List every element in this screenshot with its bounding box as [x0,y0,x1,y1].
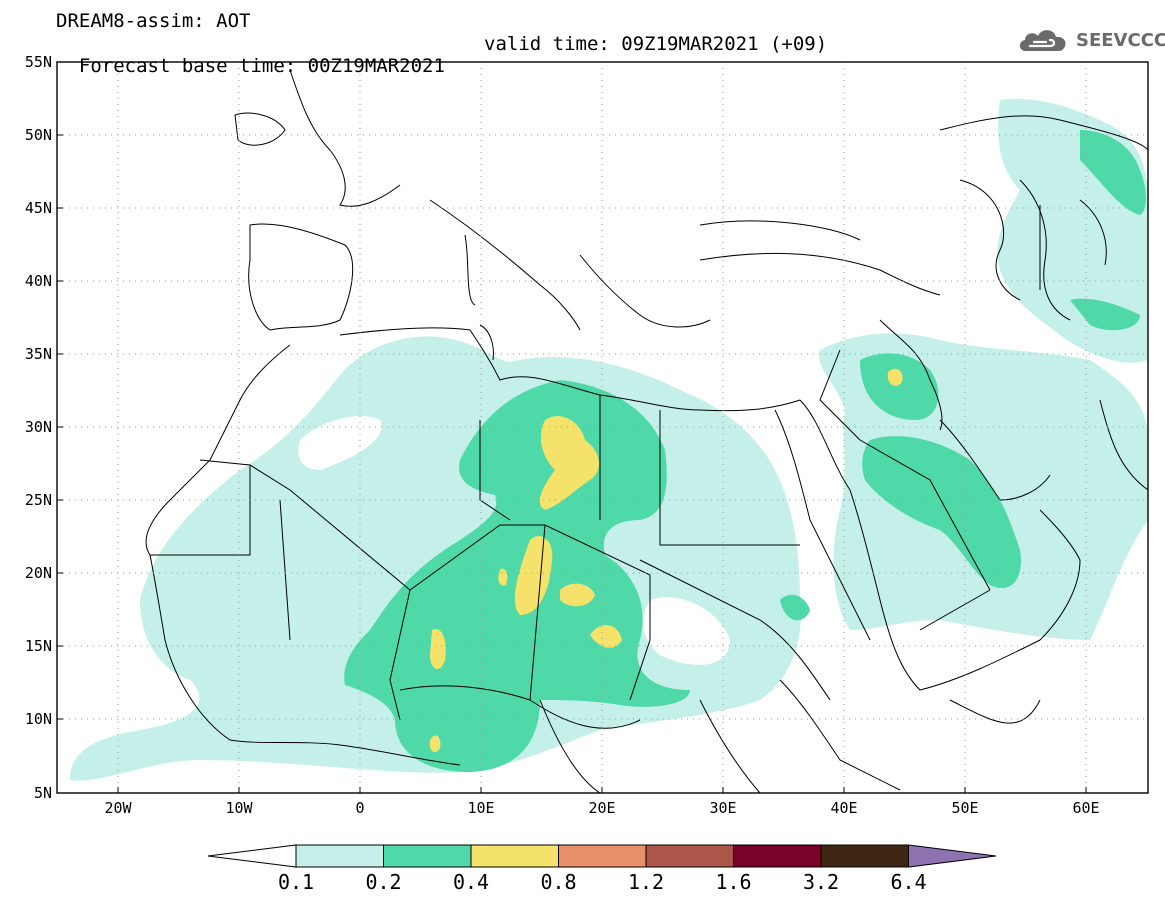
colorbar-low-arrow [207,844,297,868]
aot-level-0-4-region [430,629,446,670]
latitude-labels: 55N 50N 45N 40N 35N 30N 25N 20N 15N 10N … [25,53,52,802]
aot-level-0-4-region [560,583,595,607]
colorbar-label: 1.6 [715,870,752,894]
colorbar-segment [558,844,647,868]
lon-label: 30E [709,799,736,817]
lon-label: 50E [951,799,978,817]
colorbar-segment [645,844,734,868]
aot-level-0-2-region [344,380,690,772]
lat-label: 10N [25,710,52,728]
lat-label: 15N [25,637,52,655]
lat-label: 5N [34,784,52,802]
lon-label: 0 [355,799,364,817]
lon-label: 10W [225,799,253,817]
coastlines [145,69,1148,793]
aot-level-0-4-region [887,368,903,386]
aot-level-0-2-region [780,594,810,621]
forecast-times: Forecast base time: 00Z19MAR2021 valid ti… [56,33,827,77]
colorbar-segment [295,844,384,868]
lat-label: 35N [25,345,52,363]
aot-level-0-4-region [514,536,553,615]
colorbar-label: 0.2 [365,870,402,894]
longitude-labels: 20W 10W 0 10E 20E 30E 40E 50E 60E [104,799,1099,817]
aot-level-0-2-region [1070,298,1140,331]
colorbar-segment [820,844,909,868]
aot-level-0-4-region [498,568,508,586]
aot-level-0-4-region [539,416,600,510]
aot-level-0-2-region [1080,130,1146,215]
base-time: Forecast base time: 00Z19MAR2021 [78,55,445,77]
lon-label: 20W [104,799,132,817]
lon-label: 40E [830,799,857,817]
colorbar-label: 1.2 [627,870,665,894]
colorbar-label: 0.4 [452,870,490,894]
aot-level-0-4-region [590,624,622,648]
colorbar-label: 0.8 [540,870,577,894]
colorbar-label: 0.1 [277,870,315,894]
colorbar-label: 3.2 [802,870,840,894]
colorbar-segment [470,844,559,868]
colorbar-segment [733,844,822,868]
colorbar [207,844,997,868]
lon-label: 10E [467,799,494,817]
valid-time: valid time: 09Z19MAR2021 (+09) [484,33,828,55]
map-title: DREAM8-assim: AOT [56,10,251,32]
lat-label: 25N [25,491,52,509]
cloud-icon [1019,30,1066,51]
lat-label: 30N [25,418,52,436]
logo-text: SEEVCCC [1076,29,1165,51]
lon-label: 60E [1072,799,1099,817]
aot-shading [70,99,1148,781]
lat-label: 55N [25,53,52,71]
lon-label: 20E [588,799,615,817]
lat-label: 50N [25,126,52,144]
axis-ticks [57,61,1087,793]
colorbar-label: 6.4 [890,870,927,894]
aot-level-0-4-region [429,735,441,753]
seevccc-logo: SEEVCCC [1016,22,1165,58]
lat-label: 45N [25,199,52,217]
colorbar-segment [383,844,472,868]
aot-level-0-2-region [860,353,939,420]
colorbar-high-arrow [908,844,997,868]
lat-label: 20N [25,564,52,582]
aot-level-0-2-region [862,436,1021,589]
lat-label: 40N [25,272,52,290]
